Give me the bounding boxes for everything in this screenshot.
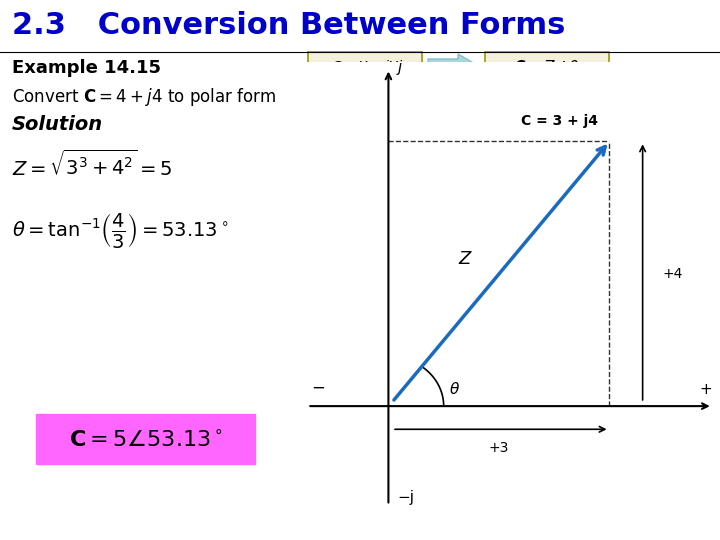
Text: Example 14.15: Example 14.15 [12,59,161,77]
FancyBboxPatch shape [308,52,422,82]
Text: +4: +4 [662,267,683,281]
Text: −: − [312,379,325,397]
Text: $Z = \sqrt{3^3 + 4^2} = 5$: $Z = \sqrt{3^3 + 4^2} = 5$ [12,150,172,180]
FancyBboxPatch shape [0,0,720,50]
FancyBboxPatch shape [36,414,255,464]
Polygon shape [428,54,480,80]
Text: $\theta = \tan^{-1}\!\left(\dfrac{4}{3}\right) = 53.13^\circ$: $\theta = \tan^{-1}\!\left(\dfrac{4}{3}\… [12,211,228,249]
Text: Solution: Solution [12,116,103,134]
Text: $\mathbf{C} = Z\angle\theta$: $\mathbf{C} = Z\angle\theta$ [515,59,580,75]
FancyBboxPatch shape [485,52,609,82]
Text: Z: Z [459,250,471,268]
Text: j: j [397,60,402,75]
Text: 2.3   Conversion Between Forms: 2.3 Conversion Between Forms [12,10,565,39]
Text: −j: −j [397,490,414,505]
Text: Convert $\mathbf{C} = 4 + j4$ to polar form: Convert $\mathbf{C} = 4 + j4$ to polar f… [12,86,276,108]
Text: +3: +3 [489,441,509,455]
Text: $\theta$: $\theta$ [449,381,460,397]
Text: $C = X + jY$: $C = X + jY$ [330,58,400,76]
Text: $\mathbf{C} = 5\angle53.13^\circ$: $\mathbf{C} = 5\angle53.13^\circ$ [68,429,222,449]
Text: +: + [699,382,711,397]
Text: C = 3 + j4: C = 3 + j4 [521,114,598,128]
